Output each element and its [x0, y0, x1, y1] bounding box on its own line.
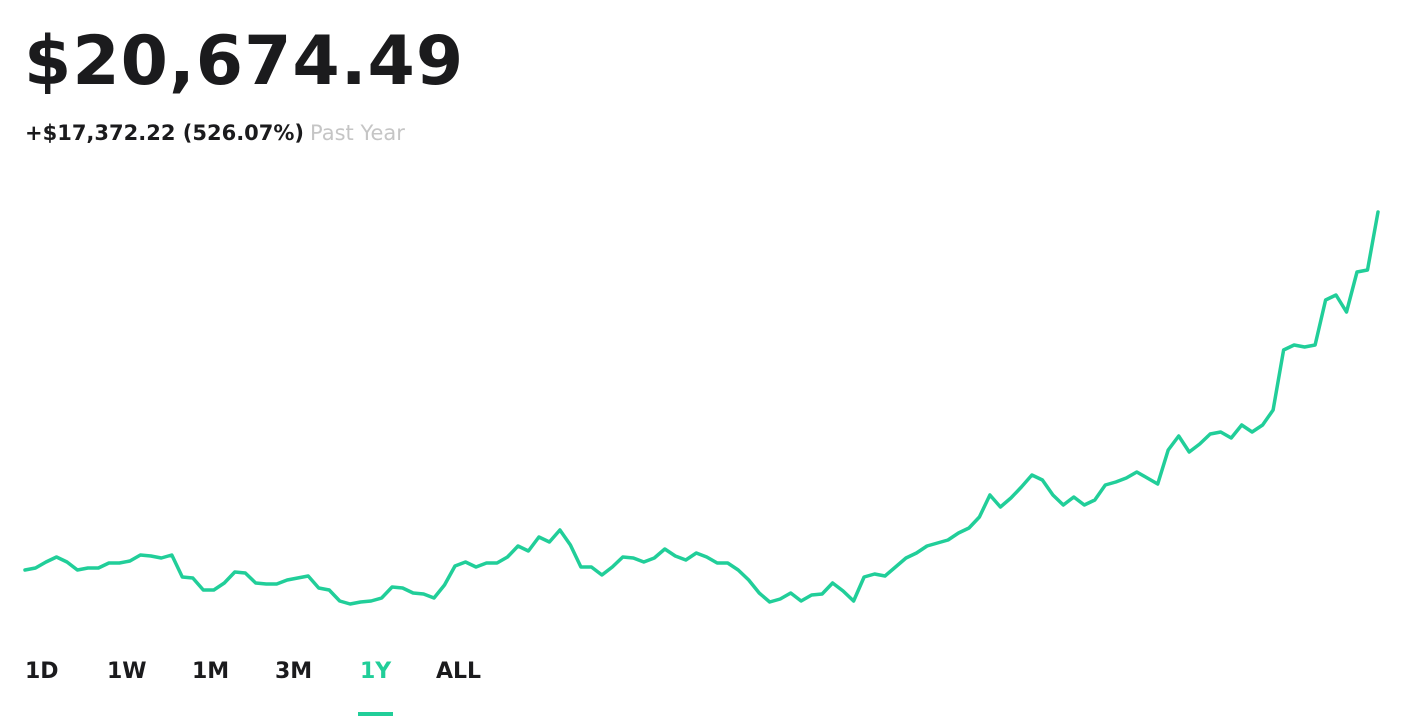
active-underline	[358, 712, 394, 716]
change-row: +$17,372.22 (526.07%) Past Year	[25, 118, 405, 148]
change: +$17,372.22 (526.07%)	[25, 121, 305, 145]
range-tab[interactable]: 1W	[107, 659, 147, 684]
range-tab[interactable]: ALL	[436, 659, 482, 684]
range-tab[interactable]: 3M	[275, 659, 313, 684]
price-line	[23, 210, 1380, 606]
range-tab[interactable]: 1D	[25, 659, 59, 684]
range-tabs: 1D 1W 1M 3M 1Y ALL	[0, 655, 1416, 718]
period: Past Year	[310, 121, 405, 145]
portfolio-value: $20,674.49	[24, 22, 465, 101]
range-tab[interactable]: 1Y	[358, 655, 394, 716]
chart	[23, 210, 1380, 606]
range-tab[interactable]: 1M	[192, 659, 230, 684]
